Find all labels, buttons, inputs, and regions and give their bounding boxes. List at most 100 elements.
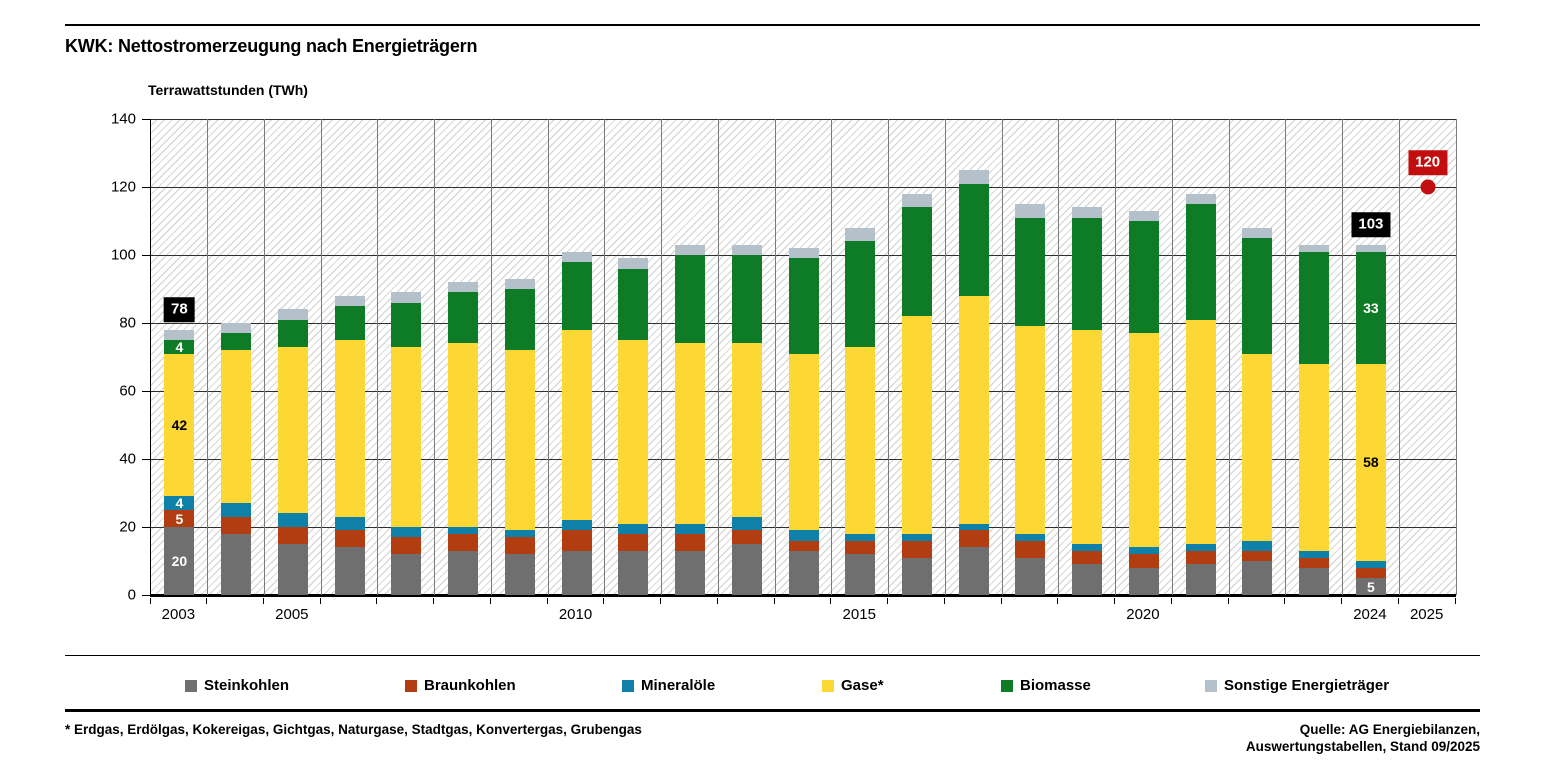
gridline-v: [1115, 119, 1117, 595]
bar-segment-gase-2003: [164, 353, 195, 497]
bar-segment-braunkohlen-2009: [504, 537, 535, 555]
legend-label: Braunkohlen: [424, 677, 516, 694]
bar-segment-steinkohlen-2020: [1128, 567, 1159, 595]
bar-segment-sonstige-2011: [618, 258, 649, 269]
legend-label: Gase*: [841, 677, 884, 694]
bar-segment-gase-2015: [845, 346, 876, 534]
bar-segment-steinkohlen-2015: [845, 554, 876, 595]
bar-segment-braunkohlen-2023: [1299, 557, 1330, 568]
legend-swatch: [1001, 679, 1013, 692]
gridline-v: [207, 119, 209, 595]
bar-segment-mineraloele-2017: [958, 523, 989, 531]
bar-value-label: 5: [175, 510, 184, 527]
gridline-v: [434, 119, 436, 595]
bar-segment-sonstige-2008: [448, 282, 479, 293]
bar-segment-gase-2023: [1299, 363, 1330, 551]
bar-segment-sonstige-2007: [391, 292, 422, 303]
bar-segment-sonstige-2003: [164, 329, 195, 340]
x-tick-label: 2010: [558, 606, 593, 623]
x-tick-mark: [1057, 598, 1059, 604]
x-tick-mark: [319, 598, 321, 604]
bar-segment-mineraloele-2009: [504, 530, 535, 538]
bar-segment-steinkohlen-2010: [561, 550, 592, 595]
bar-segment-steinkohlen-2013: [731, 544, 762, 595]
x-tick-mark: [830, 598, 832, 604]
legend-swatch: [1205, 679, 1217, 692]
gridline-h: [151, 118, 1456, 120]
bar-segment-mineraloele-2019: [1072, 544, 1103, 551]
bar-segment-gase-2009: [504, 350, 535, 531]
bar-segment-mineraloele-2016: [901, 533, 932, 541]
forecast-dot: [1420, 179, 1436, 195]
legend-swatch: [185, 679, 197, 692]
x-tick-mark: [603, 598, 605, 604]
bar-segment-braunkohlen-2017: [958, 530, 989, 548]
bar-segment-mineraloele-2012: [675, 523, 706, 534]
bar-segment-sonstige-2014: [788, 248, 819, 259]
bar-segment-mineraloele-2018: [1015, 533, 1046, 541]
bar-segment-mineraloele-2015: [845, 533, 876, 541]
bar-segment-braunkohlen-2011: [618, 533, 649, 551]
legend-bottom-rule: [65, 709, 1480, 712]
legend-swatch: [622, 679, 634, 692]
bar-segment-biomasse-2019: [1072, 217, 1103, 330]
y-tick-mark: [142, 254, 150, 256]
gridline-v: [944, 119, 946, 595]
bar-segment-steinkohlen-2006: [334, 547, 365, 595]
bar-value-label: 20: [171, 553, 188, 569]
bar-segment-biomasse-2009: [504, 289, 535, 351]
bar-segment-biomasse-2005: [277, 319, 308, 347]
gridline-v: [717, 119, 719, 595]
bar-segment-braunkohlen-2022: [1242, 550, 1273, 561]
x-tick-mark: [1227, 598, 1229, 604]
bar-segment-steinkohlen-2022: [1242, 561, 1273, 595]
gridline-v: [1285, 119, 1287, 595]
bar-value-label: 4: [175, 495, 184, 512]
gridline-v: [263, 119, 265, 595]
bar-segment-mineraloele-2003: [164, 496, 195, 510]
bar-segment-steinkohlen-2012: [675, 550, 706, 595]
legend-item-gase: Gase*: [822, 677, 884, 694]
bar-segment-mineraloele-2011: [618, 523, 649, 534]
x-tick-mark: [433, 598, 435, 604]
bar-segment-gase-2010: [561, 329, 592, 521]
bar-segment-steinkohlen-2003: [164, 527, 195, 595]
bar-segment-gase-2020: [1128, 333, 1159, 548]
bar-segment-braunkohlen-2003: [164, 510, 195, 527]
bar-value-label: 4: [175, 338, 184, 355]
x-tick-mark: [1170, 598, 1172, 604]
bar-total-label: 78: [164, 297, 195, 322]
x-tick-mark: [1397, 598, 1399, 604]
x-tick-mark: [887, 598, 889, 604]
bar-segment-steinkohlen-2009: [504, 554, 535, 595]
bar-segment-gase-2008: [448, 343, 479, 527]
bar-segment-steinkohlen-2023: [1299, 567, 1330, 595]
y-tick-mark: [142, 118, 150, 120]
x-tick-mark: [716, 598, 718, 604]
bar-segment-braunkohlen-2013: [731, 530, 762, 544]
gridline-v: [1455, 119, 1457, 595]
bar-segment-sonstige-2016: [901, 193, 932, 208]
bar-value-label: 33: [1363, 299, 1379, 316]
bar-segment-braunkohlen-2019: [1072, 550, 1103, 565]
x-tick-mark: [206, 598, 208, 604]
bar-segment-braunkohlen-2012: [675, 533, 706, 551]
bar-segment-steinkohlen-2019: [1072, 564, 1103, 595]
bar-segment-gase-2011: [618, 340, 649, 524]
bar-segment-braunkohlen-2008: [448, 533, 479, 551]
x-tick-mark: [546, 598, 548, 604]
bar-segment-biomasse-2012: [675, 255, 706, 344]
x-tick-label: 2025: [1409, 606, 1444, 623]
y-tick-mark: [142, 526, 150, 528]
bar-segment-braunkohlen-2014: [788, 540, 819, 551]
x-tick-label: 2024: [1353, 606, 1387, 623]
y-tick-mark: [142, 458, 150, 460]
bar-segment-braunkohlen-2020: [1128, 554, 1159, 568]
bar-segment-sonstige-2010: [561, 251, 592, 262]
gridline-v: [774, 119, 776, 595]
x-tick-mark: [376, 598, 378, 604]
bar-value-label: 58: [1363, 454, 1379, 471]
bar-segment-braunkohlen-2024: [1355, 567, 1386, 578]
y-tick-label: 60: [119, 382, 136, 400]
bar-segment-gase-2017: [958, 295, 989, 524]
